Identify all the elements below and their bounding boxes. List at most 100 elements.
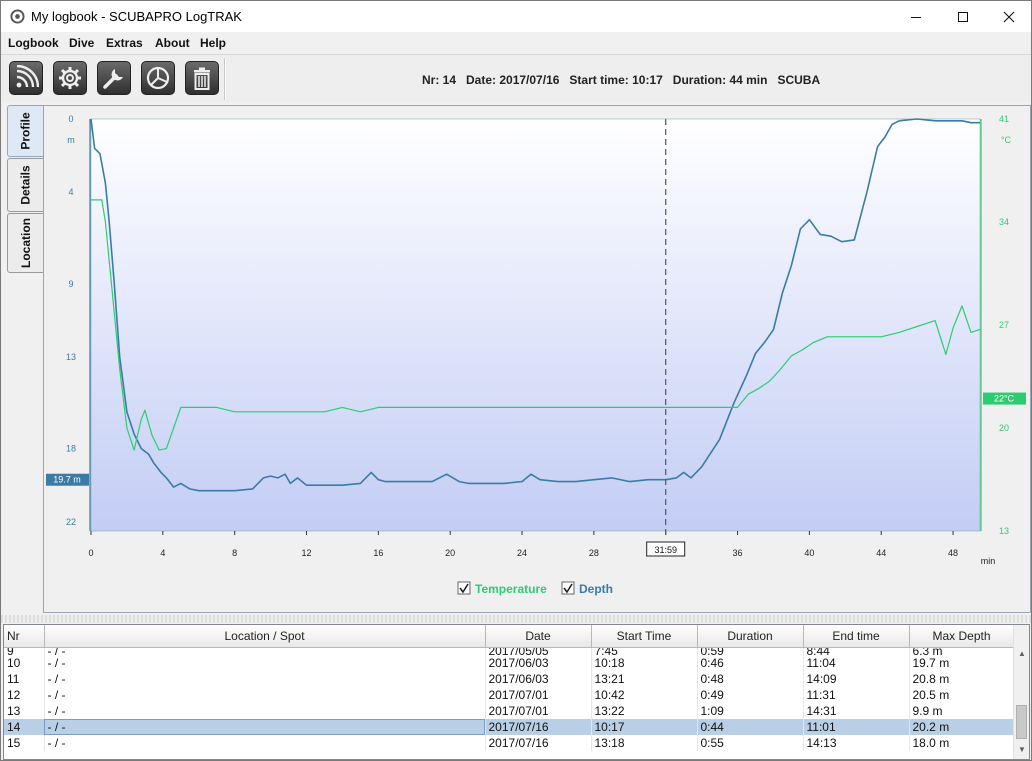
col-end-time[interactable]: End time <box>803 625 910 648</box>
cell-duration: 0:55 <box>697 734 804 751</box>
cell-location: - / - <box>44 734 486 751</box>
toolbar-separator <box>224 58 226 100</box>
legend-depth: Depth <box>579 582 613 596</box>
tab-profile[interactable]: Profile <box>7 105 44 157</box>
col-location[interactable]: Location / Spot <box>44 625 486 648</box>
x-axis-label: min <box>981 556 996 566</box>
plot-border <box>90 118 981 532</box>
cell-duration: 0:59 <box>697 647 804 655</box>
toolbar: Nr: 14 Date: 2017/07/16 Start time: 10:1… <box>1 54 1031 102</box>
table-row[interactable]: 15- / -2017/07/16 13:18 0:55 14:13 18.0 m <box>4 734 1015 751</box>
temperature-checkbox[interactable] <box>457 581 471 595</box>
col-date[interactable]: Date <box>485 625 592 648</box>
close-button[interactable] <box>986 1 1032 32</box>
depth-check-icon <box>563 583 573 594</box>
tab-details[interactable]: Details <box>7 158 44 212</box>
cell-duration: 0:49 <box>697 686 804 703</box>
tools-button[interactable] <box>97 61 131 95</box>
depth-tick-label: 0 <box>68 114 73 124</box>
cell-max-depth: 6.3 m <box>909 647 1015 655</box>
scroll-down-icon: ▼ <box>1018 744 1026 754</box>
menu-bar: Logbook Dive Extras About Help <box>1 32 1031 54</box>
table-row[interactable]: 14- / -2017/07/16 10:17 0:44 11:01 20.2 m <box>4 718 1015 735</box>
cell-max-depth: 20.5 m <box>909 686 1015 703</box>
cell-nr: 10 <box>4 654 45 671</box>
download-button[interactable] <box>9 61 43 95</box>
table-row[interactable]: 10- / -2017/06/03 10:18 0:46 11:04 19.7 m <box>4 654 1015 671</box>
x-tick-label: 36 <box>733 548 743 558</box>
statistics-button[interactable] <box>141 61 175 95</box>
col-max-depth[interactable]: Max Depth <box>909 625 1015 648</box>
cell-max-depth: 20.8 m <box>909 670 1015 687</box>
tab-location[interactable]: Location <box>7 213 44 273</box>
temperature-tick-label: 34 <box>999 217 1009 227</box>
table-row[interactable]: 11- / -2017/06/03 13:21 0:48 14:09 20.8 m <box>4 670 1015 687</box>
table-row[interactable]: 12- / -2017/07/01 10:42 0:49 11:31 20.5 m <box>4 686 1015 703</box>
trash-icon <box>194 67 210 90</box>
cell-nr: 12 <box>4 686 45 703</box>
cell-end-time: 14:13 <box>803 734 910 751</box>
menu-about[interactable]: About <box>155 36 190 50</box>
scroll-up-icon: ▲ <box>1018 648 1026 658</box>
temperature-tick-label: 20 <box>999 423 1009 433</box>
dive-profile-chart[interactable]: 04812162024283236404448min049131822m4134… <box>44 106 1030 612</box>
menu-help[interactable]: Help <box>200 36 227 50</box>
delete-button[interactable] <box>185 61 219 95</box>
table-scrollbar[interactable]: ▲ ▼ <box>1013 625 1029 759</box>
cell-nr: 14 <box>4 718 45 735</box>
x-tick-label: 48 <box>948 548 958 558</box>
menu-dive[interactable]: Dive <box>69 36 95 50</box>
cell-location: - / - <box>44 654 486 671</box>
cell-max-depth: 18.0 m <box>909 734 1015 751</box>
minimize-button[interactable] <box>893 1 939 32</box>
pie-chart-icon <box>146 66 170 90</box>
cell-start-time: 13:22 <box>591 702 698 719</box>
depth-tick-label: 9 <box>68 279 73 289</box>
cell-start-time: 10:18 <box>591 654 698 671</box>
x-tick-label: 44 <box>876 548 886 558</box>
time-cursor-box <box>646 541 686 557</box>
menu-logbook[interactable]: Logbook <box>8 36 59 50</box>
temperature-marker-box <box>983 392 1026 405</box>
panel-splitter[interactable] <box>1 615 1031 623</box>
temperature-check-icon <box>459 583 469 594</box>
temperature-series-line <box>91 199 981 451</box>
col-duration[interactable]: Duration <box>697 625 804 648</box>
scroll-up-button[interactable]: ▲ <box>1014 645 1029 661</box>
depth-checkbox[interactable] <box>561 581 575 595</box>
settings-button[interactable] <box>53 61 87 95</box>
temperature-tick-label: 41 <box>999 114 1009 124</box>
cell-date: 2017/05/05 <box>485 647 592 655</box>
col-nr[interactable]: Nr <box>4 625 45 648</box>
cell-start-time: 10:17 <box>591 718 698 735</box>
cell-location: - / - <box>44 670 486 687</box>
cell-date: 2017/07/01 <box>485 686 592 703</box>
cell-end-time: 8:44 <box>803 647 910 655</box>
temperature-unit-label: °C <box>1001 135 1012 145</box>
minimize-icon <box>911 16 921 18</box>
cell-nr: 9 <box>4 647 45 655</box>
depth-marker-label: 19.7 m <box>53 475 81 485</box>
x-tick-label: 12 <box>302 548 312 558</box>
table-row[interactable]: 9- / -2017/05/05 7:45 0:59 8:44 6.3 m <box>4 647 1015 655</box>
x-tick-label: 20 <box>445 548 455 558</box>
plot-area <box>91 119 980 531</box>
cell-duration: 0:46 <box>697 654 804 671</box>
cell-date: 2017/07/16 <box>485 734 592 751</box>
depth-marker-box <box>46 473 89 486</box>
cell-location: - / - <box>44 702 486 719</box>
dive-list-table: Nr Location / Spot Date Start Time Durat… <box>3 624 1030 760</box>
time-cursor-label: 31:59 <box>654 545 677 555</box>
cell-start-time: 10:42 <box>591 686 698 703</box>
depth-tick-label: 13 <box>66 352 76 362</box>
maximize-button[interactable] <box>940 1 986 32</box>
table-row[interactable]: 13- / -2017/07/01 13:22 1:09 14:31 9.9 m <box>4 702 1015 719</box>
x-tick-label: 40 <box>804 548 814 558</box>
maximize-icon <box>958 11 968 22</box>
col-start-time[interactable]: Start Time <box>591 625 698 648</box>
menu-extras[interactable]: Extras <box>106 36 143 50</box>
scroll-down-button[interactable]: ▼ <box>1014 741 1029 757</box>
scroll-thumb[interactable] <box>1016 705 1027 739</box>
dive-info-summary: Nr: 14 Date: 2017/07/16 Start time: 10:1… <box>422 73 821 87</box>
